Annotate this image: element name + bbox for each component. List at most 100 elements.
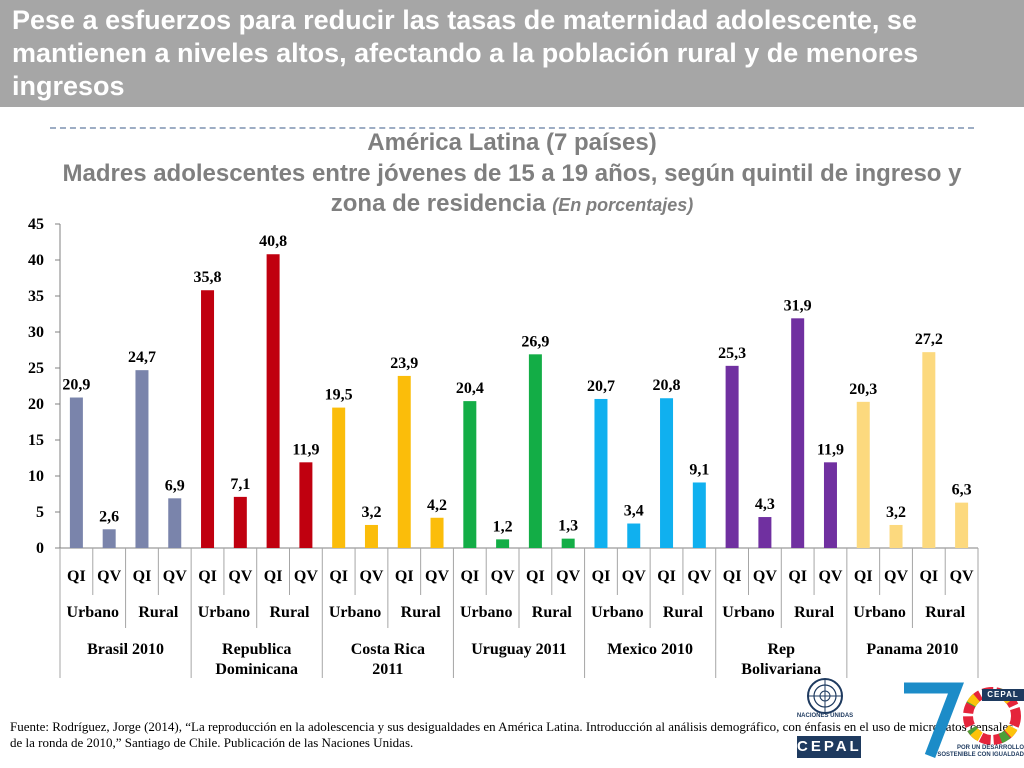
bar [922,352,936,548]
country-label: Republica [222,641,291,658]
zone-label: Urbano [329,604,381,621]
quintile-label: QV [818,568,842,585]
bar [955,502,969,548]
y-tick-label: 15 [28,432,44,449]
slide-title: Pese a esfuerzos para reducir las tasas … [12,5,919,101]
data-label: 11,9 [292,441,319,458]
country-label: Rep [768,641,796,658]
bar [496,539,510,548]
data-label: 2,6 [99,508,119,525]
bar [135,370,149,548]
data-label: 20,8 [653,377,681,394]
country-label: Dominicana [215,661,298,678]
quintile-label: QI [460,568,479,585]
data-label: 20,3 [849,381,877,398]
bar [201,290,215,548]
zone-label: Rural [532,604,573,621]
bar [823,462,837,548]
quintile-label: QV [753,568,777,585]
quintile-label: QV [97,568,121,585]
quintile-label: QI [133,568,152,585]
chart-unit: (En porcentajes) [552,195,694,215]
country-label: 2011 [372,661,403,678]
data-label: 1,3 [558,518,578,535]
y-tick-label: 5 [36,504,44,521]
data-label: 6,3 [952,482,972,499]
country-label: Uruguay 2011 [471,641,567,658]
quintile-label: QI [854,568,873,585]
bar [889,524,903,548]
quintile-label: QV [556,568,580,585]
bar [233,496,247,548]
bar [168,498,182,548]
chart-title: América Latina (7 países) [367,129,657,156]
quintile-label: QV [359,568,383,585]
quintile-label: QV [294,568,318,585]
quintile-label: QI [526,568,545,585]
y-tick-label: 20 [28,396,44,413]
y-tick-label: 30 [28,324,44,341]
quintile-label: QV [163,568,187,585]
quintile-label: QV [425,568,449,585]
quintile-label: QV [228,568,252,585]
country-label: Costa Rica [351,641,425,658]
quintile-label: QI [788,568,807,585]
quintile-label: QV [622,568,646,585]
quintile-label: QI [592,568,611,585]
zone-label: Rural [138,604,179,621]
quintile-label: QI [723,568,742,585]
quintile-label: QV [884,568,908,585]
title-banner: Pese a esfuerzos para reducir las tasas … [0,0,1024,107]
quintile-label: QV [687,568,711,585]
y-tick-label: 10 [28,468,44,485]
bar [692,482,706,548]
chart-subtitle-zone: zona de residencia [330,190,546,217]
zone-label: Urbano [460,604,512,621]
quintile-label: QI [919,568,938,585]
country-label: Brasil 2010 [87,641,164,658]
data-label: 3,4 [624,503,644,520]
data-label: 20,7 [587,378,615,395]
data-label: 11,9 [817,441,844,458]
source-note: Fuente: Rodríguez, Jorge (2014), “La rep… [10,719,1014,750]
data-label: 19,5 [325,387,353,404]
data-label: 20,4 [456,380,484,397]
data-label: 23,9 [390,355,418,372]
data-label: 6,9 [165,477,185,494]
y-tick-label: 40 [28,252,44,269]
bar [364,524,378,548]
data-label: 26,9 [521,333,549,350]
zone-label: Urbano [591,604,643,621]
bar [758,517,772,548]
bar [725,365,739,548]
data-label: 9,1 [689,461,709,478]
zone-label: Urbano [198,604,250,621]
y-tick-label: 25 [28,360,44,377]
quintile-label: QV [491,568,515,585]
divider [50,127,974,129]
cepal-70-text: CEPAL [982,689,1024,701]
zone-label: Urbano [722,604,774,621]
bar [463,401,477,548]
quintile-label: QV [950,568,974,585]
country-label: Panama 2010 [866,641,958,658]
quintile-label: QI [657,568,676,585]
bar [102,529,116,548]
chart-subtitle: Madres adolescentes entre jóvenes de 15 … [62,160,962,187]
y-tick-label: 35 [28,288,44,305]
bar [594,398,608,548]
bar [528,354,542,548]
data-label: 4,2 [427,497,447,514]
chart-subtitle-line3: zona de residencia (En porcentajes) [0,189,1024,220]
bar [561,538,575,548]
un-emblem-icon [807,678,843,714]
quintile-label: QI [67,568,86,585]
bar [266,254,280,549]
data-label: 31,9 [784,297,812,314]
data-label: 25,3 [718,345,746,362]
zone-label: Rural [925,604,966,621]
y-tick-label: 45 [28,216,44,233]
zone-label: Rural [401,604,442,621]
zone-label: Urbano [853,604,905,621]
